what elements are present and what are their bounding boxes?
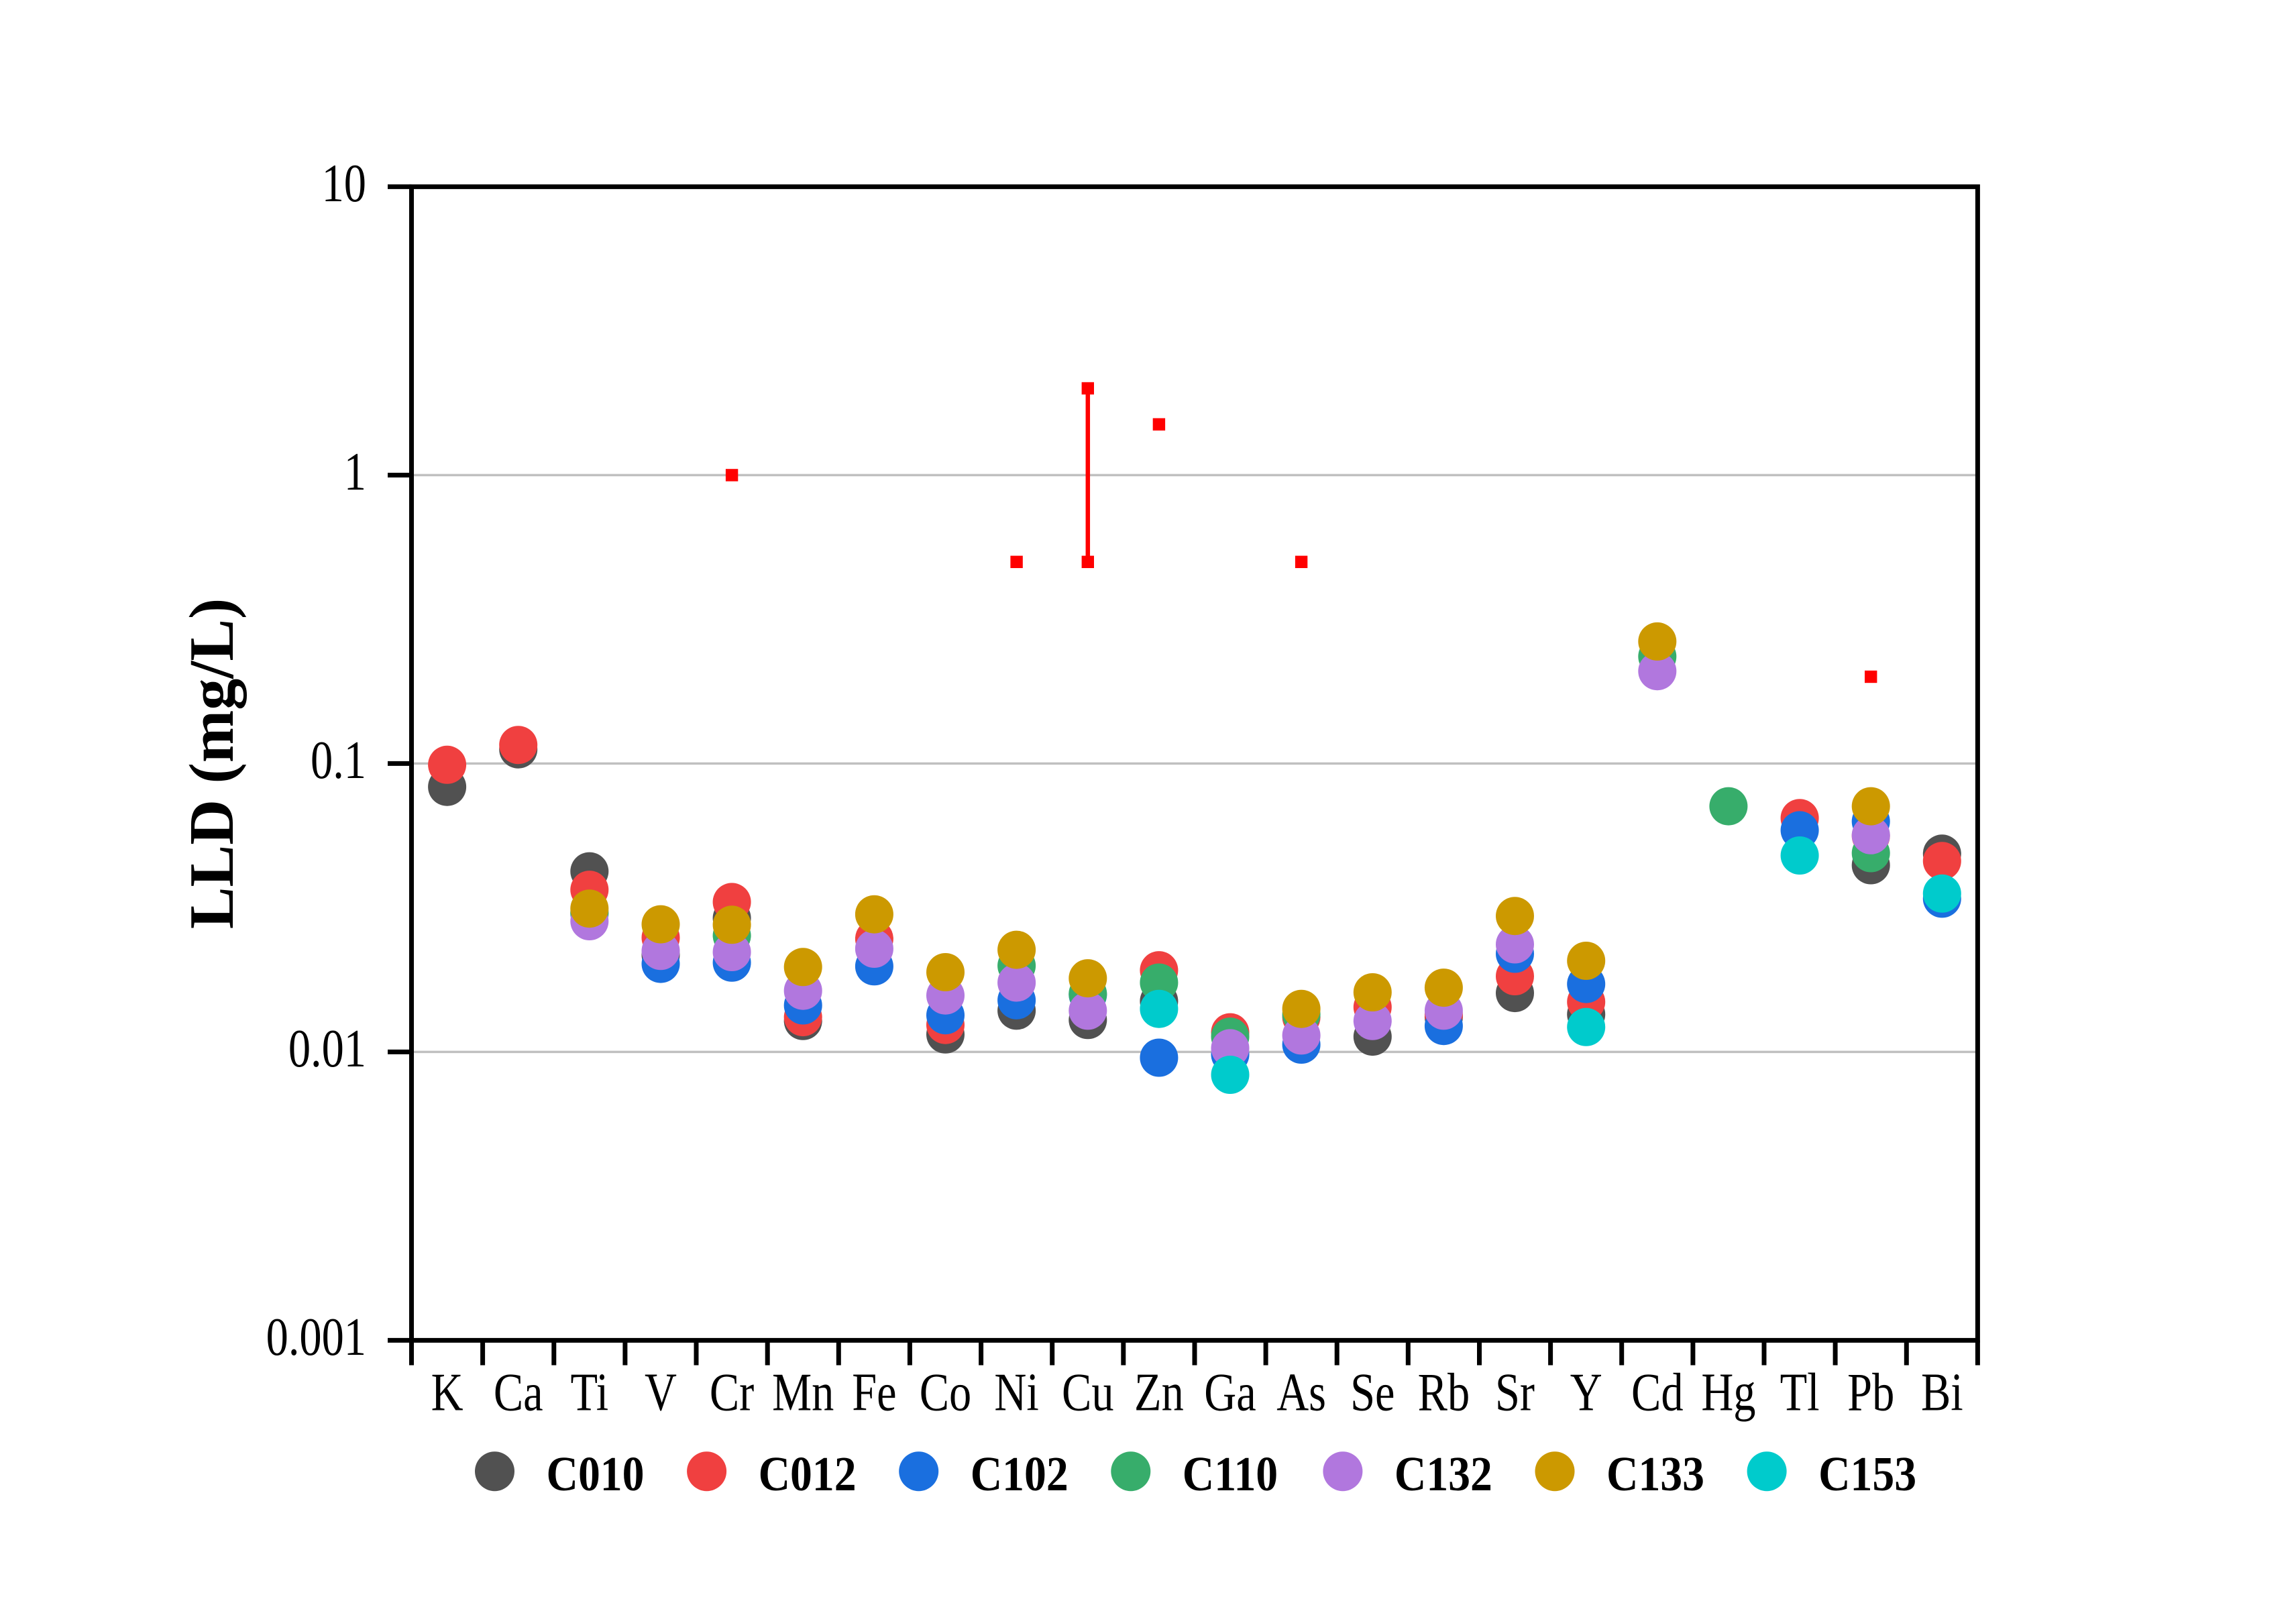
svg-text:C010: C010	[547, 1447, 645, 1502]
svg-text:Bi: Bi	[1921, 1362, 1963, 1422]
svg-text:LLD (mg/L): LLD (mg/L)	[177, 598, 247, 930]
svg-text:Co: Co	[920, 1362, 971, 1422]
svg-text:Ca: Ca	[494, 1362, 543, 1422]
svg-text:C110: C110	[1183, 1447, 1278, 1502]
svg-text:Tl: Tl	[1780, 1362, 1820, 1422]
svg-text:As: As	[1276, 1362, 1326, 1422]
svg-text:C153: C153	[1818, 1447, 1916, 1502]
svg-text:V: V	[645, 1362, 677, 1422]
svg-text:Y: Y	[1570, 1362, 1602, 1422]
svg-text:Se: Se	[1350, 1362, 1395, 1422]
svg-text:C102: C102	[971, 1447, 1069, 1502]
svg-text:Cu: Cu	[1062, 1362, 1113, 1422]
svg-text:Fe: Fe	[852, 1362, 896, 1422]
svg-text:Hg: Hg	[1701, 1362, 1755, 1422]
svg-text:1: 1	[344, 441, 366, 501]
svg-text:Ni: Ni	[994, 1362, 1038, 1422]
svg-text:K: K	[431, 1362, 463, 1422]
svg-text:Sr: Sr	[1495, 1362, 1535, 1422]
svg-text:Cd: Cd	[1631, 1362, 1683, 1422]
svg-text:Zn: Zn	[1134, 1362, 1184, 1422]
svg-text:Ti: Ti	[570, 1362, 608, 1422]
svg-text:0.001: 0.001	[266, 1307, 366, 1366]
svg-text:0.1: 0.1	[311, 730, 366, 789]
svg-text:C133: C133	[1606, 1447, 1704, 1502]
svg-text:Cr: Cr	[710, 1362, 754, 1422]
svg-text:Pb: Pb	[1847, 1362, 1894, 1422]
svg-text:Ga: Ga	[1204, 1362, 1256, 1422]
svg-text:Rb: Rb	[1418, 1362, 1470, 1422]
svg-text:10: 10	[322, 153, 366, 213]
svg-text:Mn: Mn	[772, 1362, 834, 1422]
svg-text:C012: C012	[759, 1447, 857, 1502]
svg-text:0.01: 0.01	[288, 1018, 366, 1078]
svg-text:C132: C132	[1395, 1447, 1492, 1502]
